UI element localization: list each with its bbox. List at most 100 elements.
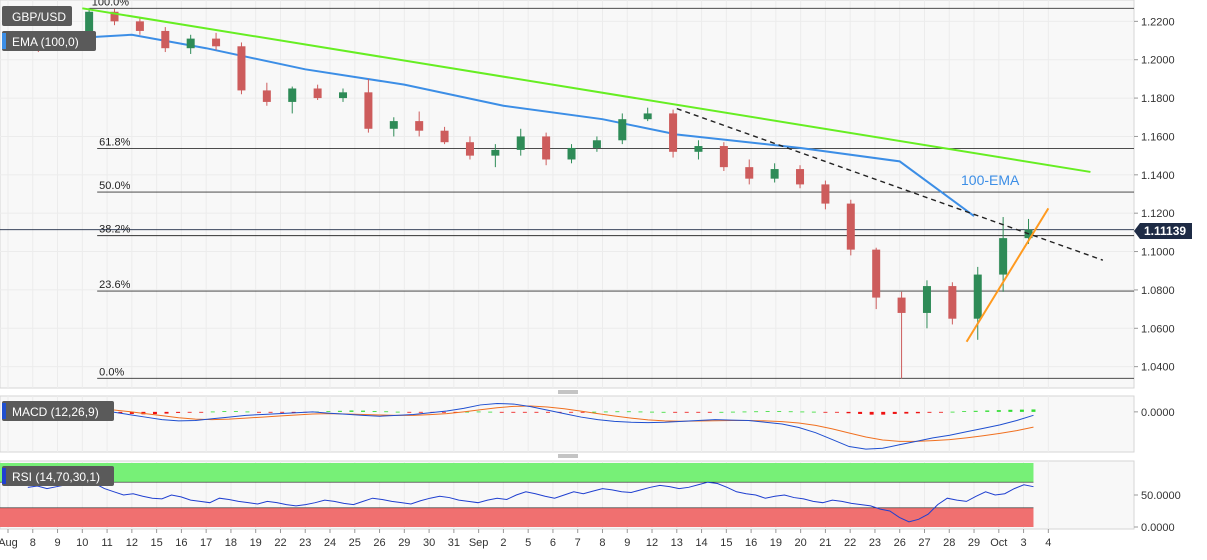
pane-resize-handle-macd[interactable] [558, 390, 578, 394]
price-candle [719, 142, 728, 171]
x-axis-label: 22 [274, 537, 286, 549]
candle-body [313, 88, 322, 99]
macd-histogram-bar [684, 411, 689, 413]
macd-histogram-bar [996, 410, 1001, 412]
macd-histogram-bar [164, 411, 169, 414]
candle-body [999, 238, 1008, 275]
x-axis-label: 4 [1045, 537, 1051, 549]
price-candle [415, 111, 424, 137]
price-candle [999, 217, 1008, 292]
x-axis-label: 11 [101, 537, 112, 549]
candle-body [846, 203, 855, 250]
rsi-color-swatch [2, 468, 6, 484]
x-axis-label: 23 [869, 537, 881, 549]
y-axis-label: 1.1600 [1141, 131, 1175, 143]
rsi-oversold-zone [0, 507, 1034, 527]
macd-histogram-bar [280, 411, 285, 413]
trendline-black-dashed [676, 107, 1104, 261]
x-axis-label: 8 [599, 537, 605, 549]
candle-body [110, 11, 119, 22]
macd-histogram-bar [268, 411, 273, 413]
candle-body [262, 90, 271, 102]
macd-histogram-bar [407, 411, 412, 413]
rsi-indicator-label[interactable]: RSI (14,70,30,1) [2, 466, 114, 486]
y-axis-label: 1.2200 [1141, 16, 1175, 28]
y-axis-label: 1.1400 [1141, 170, 1175, 182]
macd-indicator-label[interactable]: MACD (12,26,9) [2, 401, 114, 421]
candle-body [897, 297, 906, 313]
macd-axis-label: 0.0000 [1141, 407, 1175, 419]
macd-histogram-bar [418, 411, 423, 413]
macd-histogram-bar [118, 411, 123, 414]
ema-indicator-label[interactable]: EMA (100,0) [2, 31, 96, 51]
candle-body [770, 169, 779, 179]
macd-histogram-bar [673, 411, 678, 413]
candle-body [135, 21, 144, 31]
price-candle [364, 78, 373, 133]
price-candle [821, 180, 830, 210]
macd-histogram-bar [846, 411, 851, 414]
main-price-pane[interactable] [0, 0, 1135, 389]
y-axis-label: 1.1200 [1141, 208, 1175, 220]
candle-body [643, 113, 652, 120]
macd-histogram-bar [199, 411, 204, 413]
macd-histogram-bar [800, 411, 805, 413]
x-axis-label: 26 [894, 537, 906, 549]
y-axis-label: 1.1000 [1141, 247, 1175, 259]
x-axis-label: 20 [795, 537, 807, 549]
price-candle [262, 82, 271, 106]
price-candle [618, 113, 627, 145]
price-candle [796, 165, 805, 189]
macd-histogram-bar [950, 411, 955, 413]
macd-histogram-bar [1031, 409, 1036, 412]
macd-histogram-bar [210, 411, 215, 413]
macd-histogram-bar [881, 411, 886, 415]
price-candle [212, 32, 221, 51]
candle-body [237, 46, 246, 91]
candle-body [973, 274, 982, 319]
x-axis-label: 29 [398, 537, 410, 549]
x-axis-label: 14 [695, 537, 707, 549]
price-candle [339, 88, 348, 102]
macd-histogram-bar [176, 411, 181, 413]
x-axis-label: 5 [525, 537, 531, 549]
macd-histogram-bar [603, 411, 608, 413]
rsi-overbought-zone [0, 463, 1034, 483]
ema-color-swatch [2, 33, 6, 49]
x-axis-label: 22 [844, 537, 856, 549]
price-candle [745, 159, 754, 185]
macd-signal-line [27, 405, 1034, 442]
macd-histogram-bar [754, 411, 759, 413]
x-axis-label: 3 [1021, 537, 1027, 549]
price-candle [161, 27, 170, 53]
price-candle [440, 126, 449, 145]
x-axis-label: 26 [373, 537, 385, 549]
x-axis-label: 21 [819, 537, 831, 549]
candle-body [719, 146, 728, 168]
rsi-label-text: RSI (14,70,30,1) [12, 470, 100, 484]
candle-body [922, 286, 931, 313]
macd-histogram-bar [696, 411, 701, 413]
macd-histogram-bar [742, 411, 747, 413]
macd-pane[interactable] [0, 395, 1135, 453]
macd-histogram-bar [245, 411, 250, 413]
x-axis-label: Sep [469, 537, 489, 549]
macd-histogram-bar [337, 410, 342, 412]
x-axis-label: 16 [745, 537, 757, 549]
macd-histogram-bar [1019, 409, 1024, 412]
macd-histogram-bar [615, 411, 620, 413]
pane-resize-handle-rsi[interactable] [558, 454, 578, 458]
macd-histogram-bar [985, 410, 990, 412]
price-candle [110, 8, 119, 26]
x-axis-label: 27 [918, 537, 930, 549]
current-price-text: 1.11139 [1144, 224, 1186, 238]
macd-histogram-bar [707, 411, 712, 413]
macd-histogram-bar [499, 411, 504, 413]
candle-body [440, 130, 449, 143]
x-axis-label: 12 [646, 537, 658, 549]
candle-body [796, 169, 805, 185]
macd-histogram-bar [1008, 409, 1013, 412]
price-candle [516, 128, 525, 156]
